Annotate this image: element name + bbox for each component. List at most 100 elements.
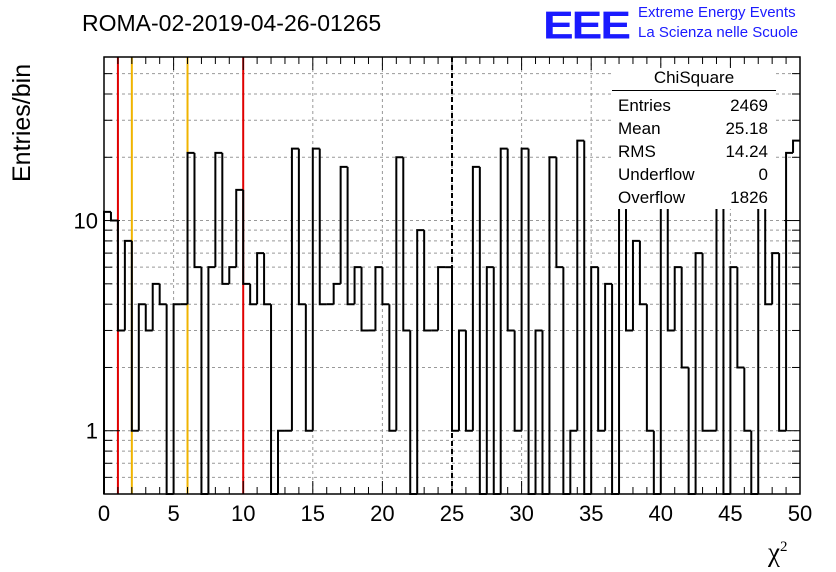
- reference-lines: [116, 57, 453, 494]
- histogram-bin: [576, 139, 585, 431]
- histogram-bin: [290, 147, 299, 431]
- histogram-bin: [123, 239, 132, 331]
- histogram-bin: [618, 188, 626, 494]
- x-tick-label: 45: [718, 501, 742, 526]
- histogram-bin: [604, 282, 613, 431]
- histogram-bin: [130, 240, 139, 432]
- x-tick-label: 10: [231, 501, 255, 526]
- histogram-bin: [437, 266, 446, 331]
- histogram-bin: [249, 283, 258, 306]
- histogram-bin: [277, 429, 285, 494]
- histogram-bin: [304, 304, 313, 432]
- histogram-bin: [158, 283, 167, 306]
- histogram-bin: [645, 304, 654, 432]
- histogram-bin: [701, 253, 710, 432]
- histogram-bin: [200, 267, 209, 495]
- histogram-bin: [625, 189, 633, 332]
- histogram-bin: [743, 367, 752, 432]
- x-tick-label: 15: [301, 501, 325, 526]
- x-tick-label: 5: [167, 501, 179, 526]
- stats-label: Overflow: [618, 188, 686, 207]
- histogram-bin: [221, 152, 230, 285]
- histogram-bin: [193, 152, 202, 269]
- plot-title: ROMA-02-2019-04-26-01265: [82, 10, 382, 36]
- histogram-bin: [492, 267, 501, 495]
- histogram-bin: [631, 239, 640, 331]
- x-tick-label: 50: [788, 501, 812, 526]
- histogram-bin: [597, 267, 606, 432]
- stats-label: Entries: [618, 96, 671, 115]
- stats-value: 2469: [730, 96, 768, 115]
- stats-row: Mean 25.18: [612, 117, 776, 140]
- x-tick-label: 25: [440, 501, 464, 526]
- histogram-bin: [360, 267, 369, 332]
- histogram-bin: [548, 156, 557, 494]
- stats-box: ChiSquare Entries 2469 Mean 25.18 RMS 14.24…: [612, 68, 776, 209]
- histogram-bin: [680, 267, 689, 369]
- histogram-bin: [332, 282, 341, 305]
- histogram-bin: [778, 253, 787, 432]
- histogram-bin: [464, 330, 473, 432]
- histogram-bin: [562, 267, 571, 495]
- stats-row: Underflow 0: [612, 163, 776, 186]
- histogram-bin: [764, 189, 773, 306]
- histogram-bin: [451, 267, 459, 432]
- histogram-bin: [172, 303, 181, 494]
- stats-label: Underflow: [618, 165, 695, 184]
- x-tick-label: 40: [649, 501, 673, 526]
- histogram-bin: [395, 156, 404, 431]
- stats-value: 0: [758, 165, 768, 184]
- histogram-bin: [694, 252, 703, 494]
- x-axis-label: χ2: [768, 537, 787, 568]
- histogram-bin: [318, 148, 327, 306]
- histogram-bin: [144, 304, 153, 332]
- stats-row: RMS 14.24: [612, 140, 776, 163]
- axes: [103, 56, 801, 495]
- stats-value: 14.24: [725, 142, 768, 161]
- histogram-bin: [792, 139, 800, 153]
- histogram-bin: [228, 266, 237, 284]
- histogram-bin: [771, 252, 780, 305]
- histogram-bin: [534, 329, 543, 494]
- stats-value: 1826: [730, 188, 768, 207]
- stats-row: Entries 2469: [612, 94, 776, 117]
- eee-logo: EEE: [543, 2, 631, 48]
- histogram-bin: [116, 220, 125, 332]
- histogram-bin: [506, 148, 515, 332]
- histogram-bin: [381, 267, 390, 306]
- histogram-bin: [729, 266, 738, 494]
- x-tick-label: 35: [579, 501, 603, 526]
- histogram-bin: [214, 151, 223, 268]
- histogram-bin: [346, 166, 355, 306]
- histogram-bin: [353, 266, 362, 305]
- logo-subtitle-2: La Scienza nelle Scuole: [638, 24, 799, 41]
- histogram-bin: [256, 252, 265, 305]
- histogram-bin: [520, 147, 529, 431]
- histogram-bin: [235, 188, 244, 268]
- x-tick-label: 20: [370, 501, 394, 526]
- histogram-bin: [165, 304, 174, 495]
- logo-subtitle-1: Extreme Energy Events: [638, 4, 796, 21]
- histogram-bin: [423, 230, 432, 332]
- histogram-bin: [666, 152, 675, 332]
- histogram-bin: [513, 330, 522, 432]
- histogram-bin: [151, 282, 160, 331]
- histogram-bin: [409, 330, 418, 495]
- x-tick-label: 0: [98, 501, 110, 526]
- histogram-bin: [736, 267, 745, 369]
- histogram-bin: [270, 304, 278, 495]
- histogram-bin: [103, 210, 111, 494]
- histogram-bin: [757, 188, 766, 494]
- histogram-bin: [311, 147, 320, 431]
- stats-title: ChiSquare: [612, 68, 776, 91]
- stats-label: RMS: [618, 142, 656, 161]
- histogram-bin: [263, 253, 272, 306]
- histogram-bin: [611, 283, 620, 495]
- histogram-bin: [297, 148, 306, 306]
- stats-value: 25.18: [725, 119, 768, 138]
- histogram-bin: [374, 266, 383, 331]
- histogram-bin: [339, 165, 348, 284]
- histogram-bin: [785, 151, 794, 431]
- histogram-bin: [457, 329, 466, 431]
